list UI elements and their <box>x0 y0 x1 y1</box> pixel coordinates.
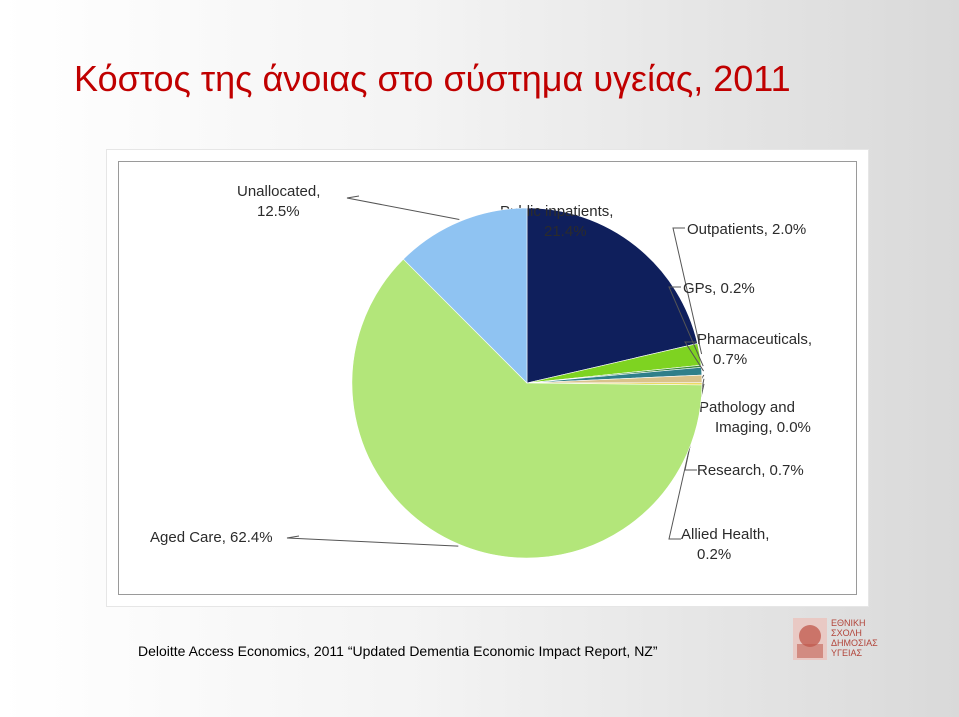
slice-label-unallocated-line-2: 12.5% <box>257 203 300 220</box>
source-citation: Deloitte Access Economics, 2011 “Updated… <box>138 643 658 659</box>
pie-slice-public-inpatients <box>526 207 698 384</box>
slice-label-research-line-1: Research, 0.7% <box>697 462 804 479</box>
pie-slice-unallocated <box>402 207 528 384</box>
pie-slice-aged-care <box>351 258 703 559</box>
logo-bust-shape <box>797 644 823 658</box>
logo-head-shape <box>799 625 821 647</box>
logo-text-line-1: ΕΘΝΙΚΗ <box>831 618 866 628</box>
slice-label-pathology-and-imaging-line-1: Pathology and <box>699 399 795 416</box>
school-logo: ΕΘΝΙΚΗ ΣΧΟΛΗ ΔΗΜΟΣΙΑΣ ΥΓΕΙΑΣ <box>793 618 878 660</box>
slice-label-pharmaceuticals-line-1: Pharmaceuticals, <box>697 331 812 348</box>
slice-label-gps-line-1: GPs, 0.2% <box>683 280 755 297</box>
logo-text-line-2: ΣΧΟΛΗ <box>831 628 862 638</box>
logo-text-line-4: ΥΓΕΙΑΣ <box>831 648 862 658</box>
slice-label-public-inpatients-line-2: 21.4% <box>544 223 587 240</box>
slice-label-pharmaceuticals-line-2: 0.7% <box>713 351 747 368</box>
leader-line-gps <box>668 286 704 367</box>
leader-line-pharmaceuticals <box>684 341 705 372</box>
leader-line-unallocated <box>346 195 460 220</box>
slice-label-unallocated-line-1: Unallocated, <box>237 183 320 200</box>
slice-label-pathology-and-imaging-line-2: Imaging, 0.0% <box>715 419 811 436</box>
slide-title: Κόστος της άνοιας στο σύστημα υγείας, 20… <box>74 58 791 99</box>
pie-chart: Public inpatients, 21.4% Outpatients, 2.0%… <box>150 183 812 563</box>
slice-label-public-inpatients-line-1: Public inpatients, <box>500 203 613 220</box>
chart-frame: Public inpatients, 21.4% Outpatients, 2.0%… <box>107 150 868 606</box>
chart-border <box>118 161 857 595</box>
leader-line-outpatients <box>672 227 703 355</box>
leader-line-aged-care <box>286 535 459 547</box>
slice-label-allied-health-line-2: 0.2% <box>697 546 731 563</box>
slice-label-aged-care-line-1: Aged Care, 62.4% <box>150 529 273 546</box>
logo-text-line-3: ΔΗΜΟΣΙΑΣ <box>831 638 878 648</box>
slice-label-outpatients-line-1: Outpatients, 2.0% <box>687 221 806 238</box>
slice-label-allied-health-line-1: Allied Health, <box>681 526 769 543</box>
